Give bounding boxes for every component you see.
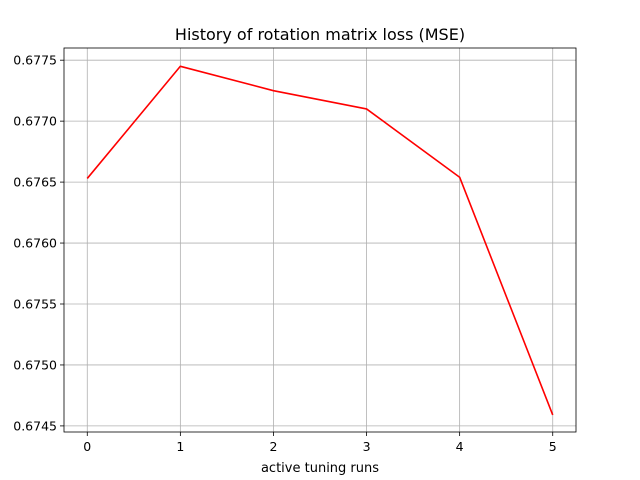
y-tick-label: 0.6760 xyxy=(13,236,57,251)
plot-frame xyxy=(63,47,577,433)
x-tick-label: 4 xyxy=(456,439,464,454)
x-tick-label: 5 xyxy=(549,439,557,454)
chart-title: History of rotation matrix loss (MSE) xyxy=(175,25,465,44)
x-tick-label: 0 xyxy=(83,439,91,454)
y-tick-label: 0.6765 xyxy=(13,175,57,190)
y-tick-label: 0.6775 xyxy=(13,53,57,68)
y-tick-label: 0.6750 xyxy=(13,357,57,372)
x-axis-label: active tuning runs xyxy=(261,461,379,476)
tick-layer: 0 1 2 3 4 5 0.6745 0.6750 0.6755 0.6760 0.6765 0.67… xyxy=(13,53,556,454)
series-line xyxy=(86,65,554,416)
x-tick-label: 3 xyxy=(363,439,371,454)
y-tick-label: 0.6745 xyxy=(13,418,57,433)
grid-layer xyxy=(64,48,576,432)
x-tick-label: 1 xyxy=(176,439,184,454)
y-tick-label: 0.6755 xyxy=(13,297,57,312)
series-layer xyxy=(86,65,554,416)
x-tick-label: 2 xyxy=(269,439,277,454)
y-tick-label: 0.6770 xyxy=(13,114,57,129)
